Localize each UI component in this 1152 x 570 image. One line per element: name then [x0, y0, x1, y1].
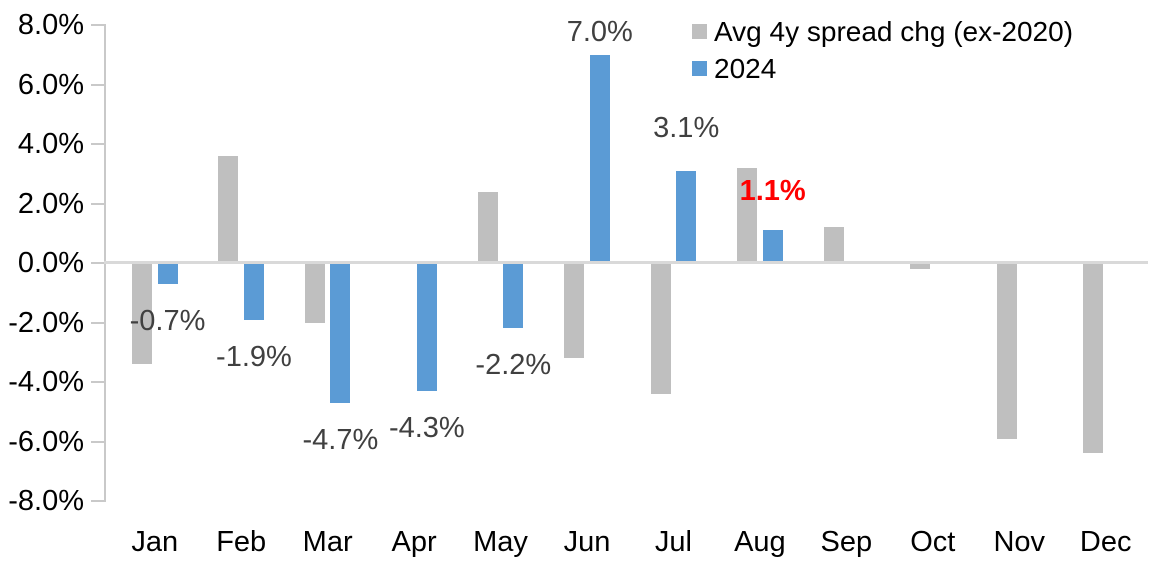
y-tick-mark	[91, 381, 105, 383]
y-tick-mark	[91, 83, 105, 86]
data-label-2024-may: -2.2%	[475, 349, 552, 382]
data-label-2024-aug: 1.1%	[739, 175, 806, 208]
legend-swatch-blue-icon	[692, 61, 707, 76]
bar-avg4y-sep	[823, 227, 844, 263]
data-label-2024-feb: -1.9%	[216, 340, 292, 373]
x-label-may: May	[473, 526, 528, 558]
legend-item-2024: 2024	[692, 50, 1073, 87]
x-label-feb: Feb	[216, 526, 267, 558]
bar-2024-jan	[157, 263, 178, 284]
x-label-dec: Dec	[1079, 526, 1132, 558]
y-tick-label: -4.0%	[8, 366, 84, 398]
y-tick-mark	[91, 500, 105, 502]
y-tick-mark	[91, 440, 105, 443]
y-tick-label: -2.0%	[8, 306, 84, 339]
bar-2024-aug	[762, 230, 783, 263]
bar-avg4y-jan	[132, 263, 152, 365]
data-label-2024-jan: -0.7%	[129, 304, 206, 337]
x-label-aug: Aug	[734, 526, 786, 558]
y-tick-mark	[91, 321, 105, 324]
bar-avg4y-aug	[737, 167, 758, 263]
data-label-2024-mar: -4.7%	[302, 423, 379, 456]
x-label-apr: Apr	[391, 526, 437, 558]
x-label-mar: Mar	[302, 526, 353, 558]
bar-2024-jul	[676, 170, 697, 263]
bar-2024-may	[503, 263, 524, 329]
y-tick-label: 0.0%	[17, 247, 84, 279]
bar-2024-feb	[243, 263, 264, 320]
y-tick-label: 6.0%	[17, 68, 84, 101]
data-label-2024-jun: 7.0%	[566, 15, 633, 48]
bar-avg4y-may	[477, 191, 498, 263]
data-label-2024-apr: -4.3%	[388, 411, 465, 444]
legend-item-avg-4y: Avg 4y spread chg (ex-2020)	[692, 13, 1073, 50]
zero-gridline	[104, 261, 1148, 264]
legend: Avg 4y spread chg (ex-2020) 2024	[692, 13, 1073, 87]
legend-swatch-gray-icon	[692, 24, 707, 39]
bar-2024-mar	[330, 263, 351, 403]
bar-2024-jun	[589, 54, 610, 263]
x-label-jan: Jan	[131, 526, 179, 558]
x-label-jun: Jun	[563, 526, 611, 558]
legend-label-2024: 2024	[714, 52, 777, 84]
x-label-oct: Oct	[910, 526, 956, 558]
y-tick-label: 8.0%	[17, 9, 84, 41]
x-label-sep: Sep	[820, 526, 873, 558]
x-label-jul: Jul	[654, 526, 692, 558]
y-tick-label: -8.0%	[8, 485, 84, 517]
data-label-2024-jul: 3.1%	[653, 111, 720, 144]
bar-avg4y-feb	[218, 155, 239, 263]
y-tick-label: -6.0%	[8, 425, 84, 458]
bar-avg4y-jul	[650, 263, 671, 394]
bar-2024-apr	[416, 263, 437, 391]
legend-label-avg-4y: Avg 4y spread chg (ex-2020)	[714, 15, 1074, 47]
bar-avg4y-oct	[910, 263, 931, 269]
x-label-nov: Nov	[993, 526, 1046, 558]
bar-avg4y-nov	[996, 263, 1017, 439]
bar-avg4y-mar	[304, 263, 325, 323]
bar-avg4y-dec	[1082, 263, 1103, 454]
y-tick-label: 4.0%	[17, 128, 84, 160]
y-tick-mark	[91, 24, 105, 26]
y-tick-mark	[91, 202, 105, 205]
bar-avg4y-jun	[564, 263, 585, 359]
y-tick-label: 2.0%	[17, 187, 84, 220]
y-tick-mark	[91, 143, 105, 145]
y-tick-mark	[91, 262, 105, 264]
